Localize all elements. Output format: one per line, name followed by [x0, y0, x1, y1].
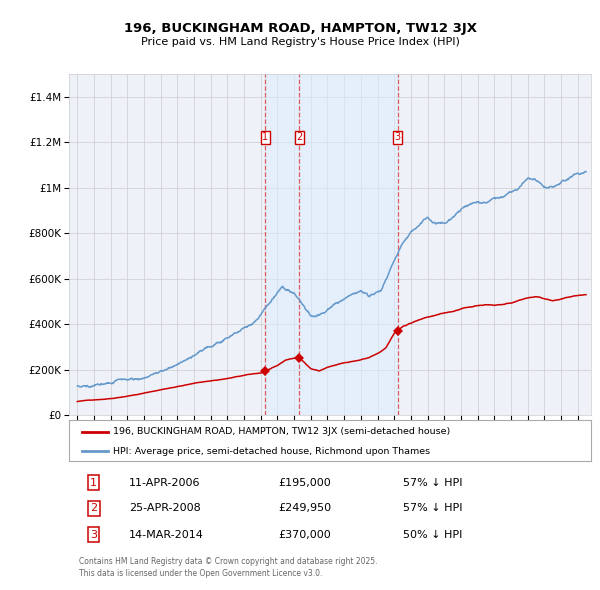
Text: 196, BUCKINGHAM ROAD, HAMPTON, TW12 3JX (semi-detached house): 196, BUCKINGHAM ROAD, HAMPTON, TW12 3JX …	[113, 427, 451, 436]
Text: 25-APR-2008: 25-APR-2008	[129, 503, 201, 513]
Text: Price paid vs. HM Land Registry's House Price Index (HPI): Price paid vs. HM Land Registry's House …	[140, 37, 460, 47]
Text: £249,950: £249,950	[278, 503, 331, 513]
Text: 11-APR-2006: 11-APR-2006	[129, 477, 200, 487]
Text: 1: 1	[262, 133, 269, 142]
Text: 3: 3	[90, 530, 97, 540]
Bar	[299, 74, 398, 415]
Text: £370,000: £370,000	[278, 530, 331, 540]
Text: 14-MAR-2014: 14-MAR-2014	[129, 530, 204, 540]
Text: 2: 2	[90, 503, 97, 513]
Text: £195,000: £195,000	[278, 477, 331, 487]
Text: HPI: Average price, semi-detached house, Richmond upon Thames: HPI: Average price, semi-detached house,…	[113, 447, 430, 455]
Bar	[265, 74, 299, 415]
Text: 2: 2	[296, 133, 302, 142]
Text: Contains HM Land Registry data © Crown copyright and database right 2025.
This d: Contains HM Land Registry data © Crown c…	[79, 556, 378, 578]
Text: 57% ↓ HPI: 57% ↓ HPI	[403, 503, 463, 513]
Text: 3: 3	[394, 133, 401, 142]
Text: 1: 1	[90, 477, 97, 487]
Text: 57% ↓ HPI: 57% ↓ HPI	[403, 477, 463, 487]
Text: 50% ↓ HPI: 50% ↓ HPI	[403, 530, 463, 540]
Text: 196, BUCKINGHAM ROAD, HAMPTON, TW12 3JX: 196, BUCKINGHAM ROAD, HAMPTON, TW12 3JX	[124, 22, 476, 35]
